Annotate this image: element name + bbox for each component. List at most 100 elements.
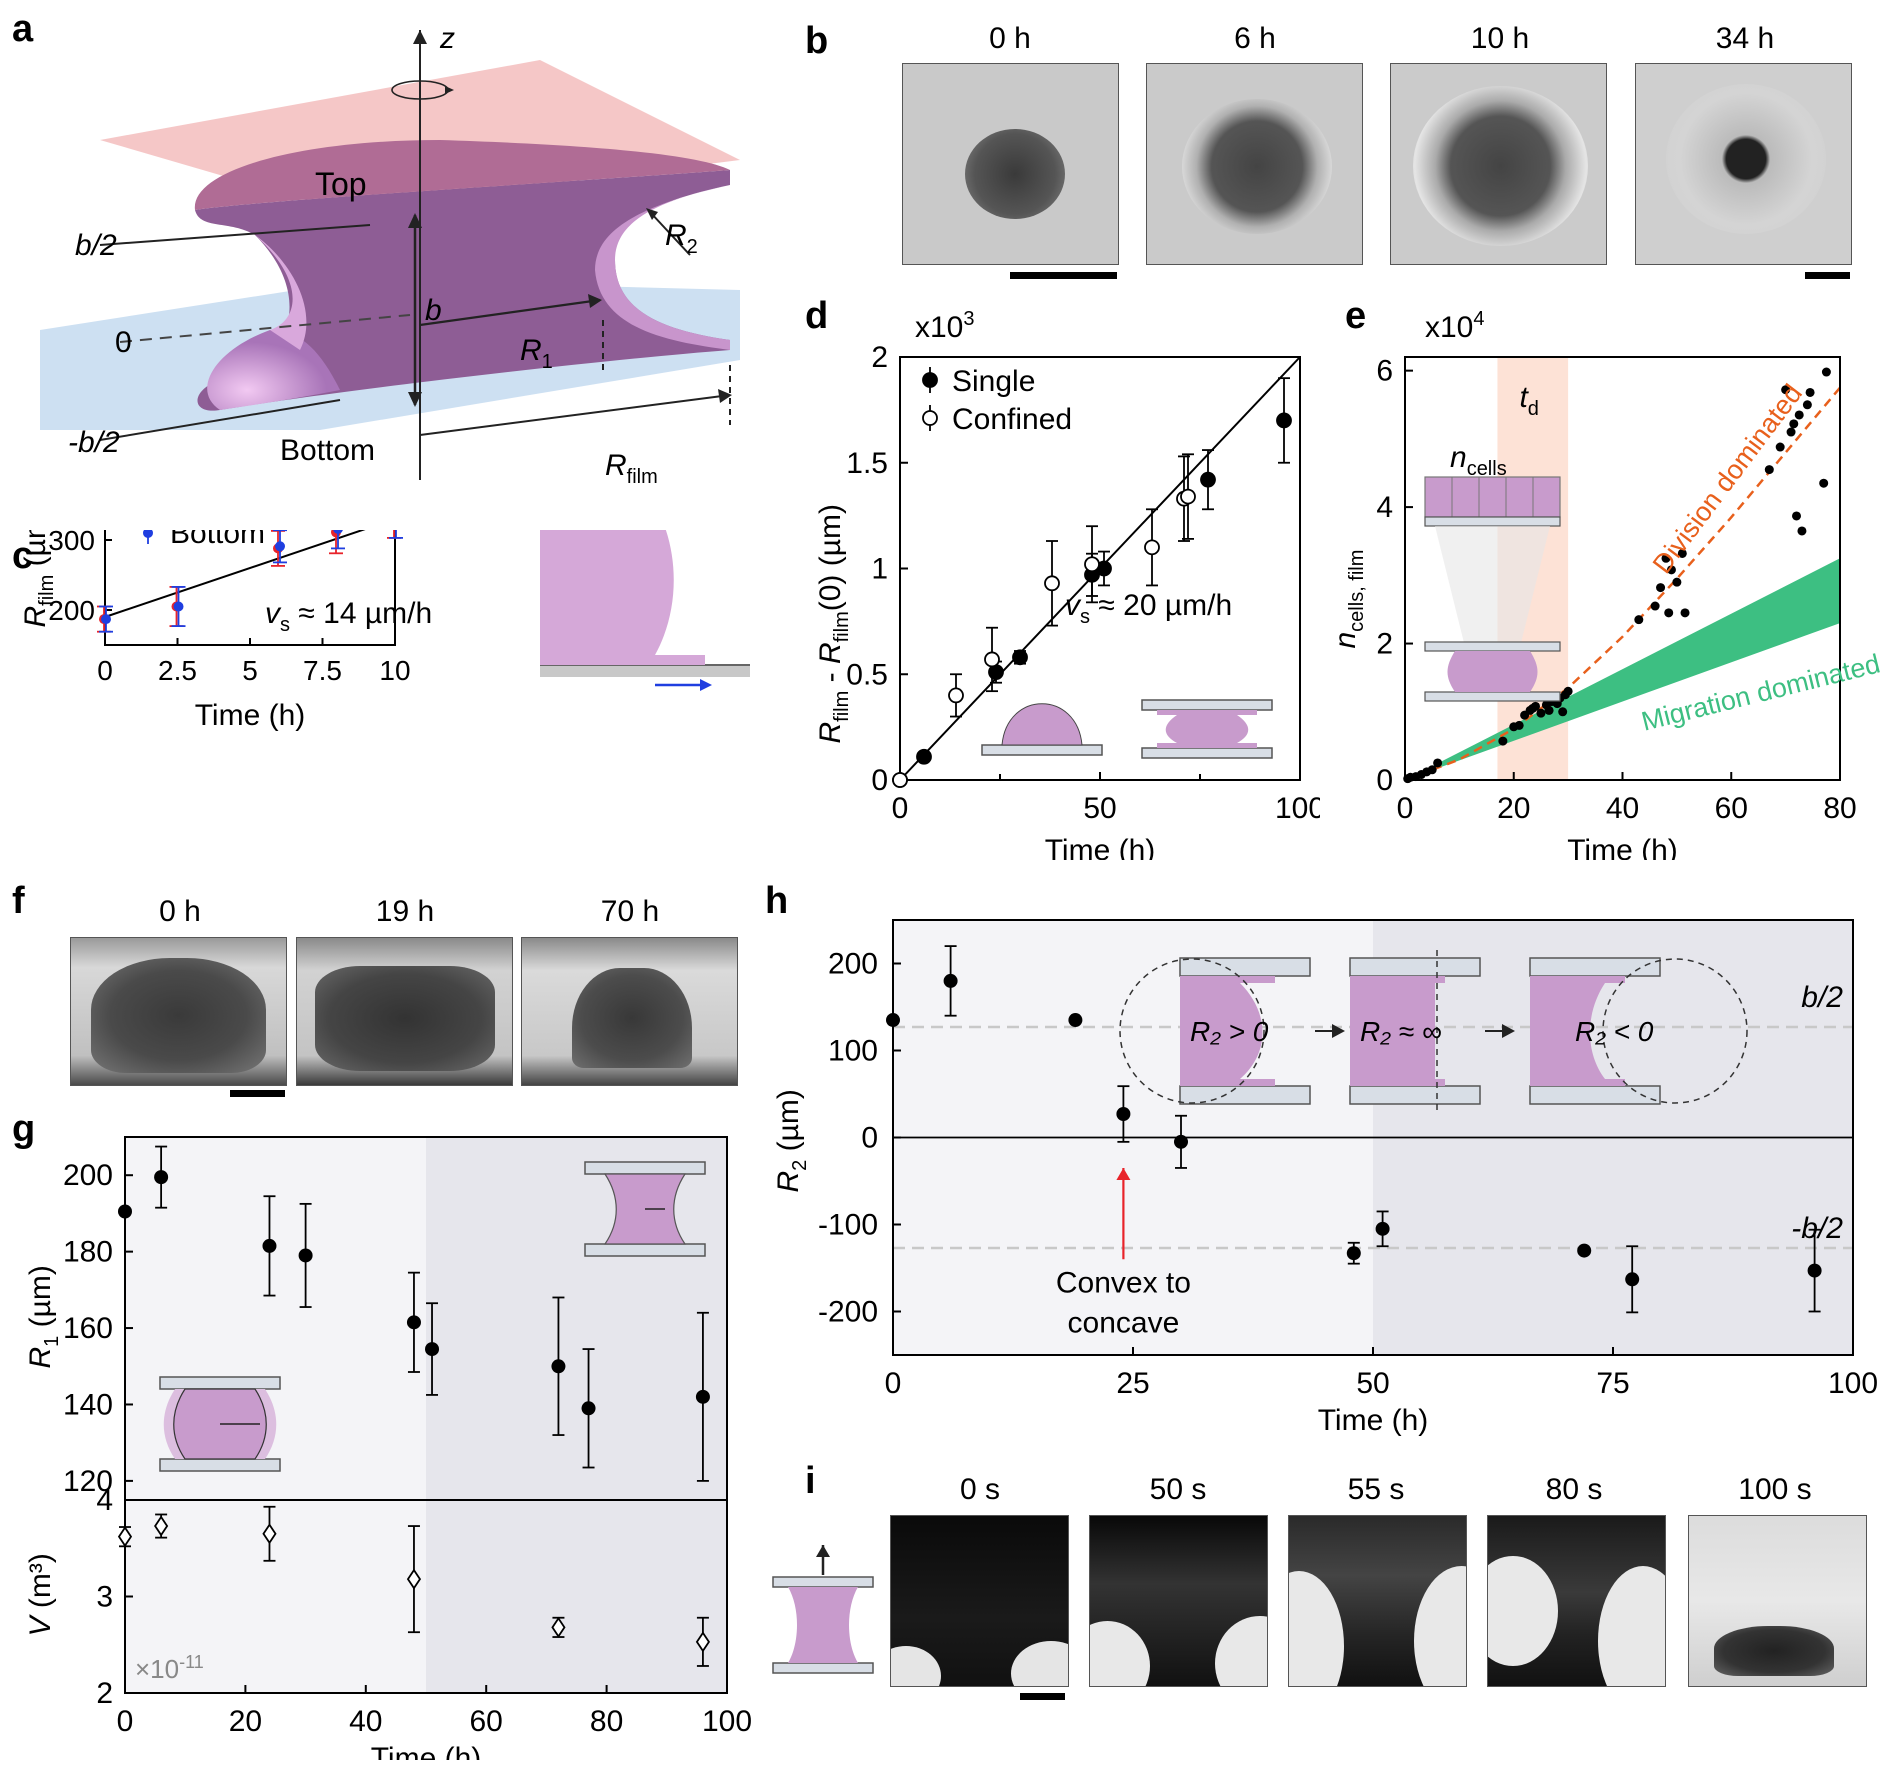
i-time-2: 55 s [1347, 1473, 1405, 1506]
g-point-r1 [298, 1248, 313, 1263]
g-point-v [695, 1631, 711, 1653]
b-micrograph-34h [1635, 63, 1852, 265]
e-point [1656, 583, 1666, 593]
h-inset-concave-circle [1602, 958, 1748, 1104]
h-point [886, 1013, 900, 1028]
g-inset2-topplate [159, 1376, 281, 1390]
g-xlabel: Time (h) [371, 1742, 482, 1760]
b-time-2: 10 h [1470, 22, 1530, 55]
h-inset-convex-cell [1180, 976, 1275, 1086]
c-annotation: vs ≈ 14 µm/h [265, 597, 432, 636]
g-point-v [154, 1515, 169, 1537]
d-ytick-label: 0 [871, 764, 888, 797]
d-xtick-label: 0 [892, 792, 909, 825]
d-point-single [916, 748, 932, 765]
c-schematic-bottomplate [540, 665, 750, 677]
i-time-3: 80 s [1545, 1473, 1603, 1506]
i-micrograph-50s [1089, 1515, 1268, 1687]
g-ylabel-v: V (m³) [24, 1553, 57, 1636]
g-ytick-label: 2 [96, 1677, 113, 1710]
h-inset-concave-topplate [1529, 957, 1661, 977]
panel-label-i: i [805, 1460, 816, 1502]
panel-label-c: c [12, 535, 34, 577]
e-point [1664, 608, 1674, 618]
panel-label-g: g [12, 1108, 36, 1150]
b-micrograph-10h [1390, 63, 1607, 265]
e-ytick-label: 0 [1376, 764, 1393, 797]
e-multiplier: x104 [1425, 308, 1485, 344]
h-annotation-arrowhead [1116, 1167, 1131, 1180]
d-inset-confined-topplate [1141, 699, 1273, 711]
g-xtick-label: 80 [590, 1705, 623, 1738]
d-ytick-label: 2 [871, 341, 888, 374]
c-schematic-arrowhead-bottom [700, 679, 712, 691]
a-r1-label: R1 [520, 334, 553, 373]
c-point-bottom [275, 541, 285, 552]
schematic-a: z Top Bottom b/2 0 -b/2 b R1 R2 Rfilm [40, 30, 740, 488]
d-legend-marker [922, 410, 938, 426]
e-ytick-label: 2 [1376, 628, 1393, 661]
e-point [1775, 442, 1785, 452]
h-point [1375, 1221, 1390, 1236]
g-point-r1 [262, 1238, 277, 1253]
a-zero-label: 0 [115, 326, 132, 359]
h-ytick-label: -200 [818, 1296, 878, 1329]
e-inset2-topplate [1424, 641, 1561, 652]
a-bottom-label: Bottom [280, 434, 375, 467]
d-point-confined [1084, 556, 1100, 573]
d-ylabel: Rfilm - Rfilm(0) (µm) [814, 504, 853, 744]
chart-c: 02.557.510200300400Time (h)Rfilm (µm)Top… [19, 530, 750, 732]
c-ylabel: Rfilm (µm) [19, 530, 58, 628]
d-annotation: vs ≈ 20 µm/h [1065, 589, 1232, 628]
h-ytick-label: 100 [828, 1035, 878, 1068]
h-point [1116, 1107, 1131, 1122]
h-ylabel: R2 (µm) [772, 1089, 811, 1192]
a-z-label: z [439, 30, 455, 55]
c-ytick-label: 200 [48, 595, 95, 626]
g-inset2-bottomplate [159, 1458, 281, 1472]
e-xlabel: Time (h) [1567, 834, 1678, 860]
e-point [1802, 400, 1812, 410]
g-ytick-label: 160 [63, 1312, 113, 1345]
panel-label-d: d [805, 295, 829, 337]
d-inset-single-plate [981, 744, 1103, 756]
b-scalebar-1 [1010, 272, 1117, 279]
h-inset-flat-arrowhead [1502, 1024, 1515, 1038]
c-xtick-label: 5 [242, 655, 258, 686]
e-ytick-label: 6 [1376, 355, 1393, 388]
e-inset-plate [1424, 516, 1561, 527]
d-xlabel: Time (h) [1045, 834, 1156, 860]
e-inset2-cell [1447, 651, 1538, 692]
i-time-0: 0 s [959, 1473, 1001, 1506]
h-point [1807, 1263, 1822, 1278]
d-point-confined [892, 772, 908, 788]
c-xtick-label: 2.5 [158, 655, 197, 686]
f-micrograph-0h [70, 937, 287, 1086]
g-point-r1 [118, 1204, 132, 1219]
e-ylabel: ncells, film [1329, 550, 1368, 649]
a-bhalf-label: b/2 [75, 229, 117, 262]
e-point [1821, 367, 1831, 377]
i-time-1: 50 s [1149, 1473, 1207, 1506]
h-inset-convex-arrowhead [1332, 1024, 1345, 1038]
h-point [1068, 1013, 1083, 1028]
d-point-confined [1044, 575, 1060, 592]
e-point [1792, 511, 1801, 521]
h-negbhalf-label: -b/2 [1791, 1212, 1843, 1245]
h-inset-convex-label: R₂ > 0 [1190, 1016, 1269, 1047]
e-point [1514, 720, 1524, 730]
b-time-3: 34 h [1715, 22, 1775, 55]
h-point [943, 973, 958, 988]
g-ytick-label: 4 [96, 1484, 113, 1517]
h-inset-convex-topplate [1179, 957, 1311, 977]
g-xtick-label: 0 [117, 1705, 134, 1738]
d-multiplier: x103 [915, 308, 975, 344]
h-point [1625, 1272, 1640, 1287]
f-time-2: 70 h [600, 895, 660, 928]
panel-label-f: f [12, 880, 25, 922]
d-point-confined [948, 687, 964, 704]
e-point [1433, 758, 1443, 768]
c-legend-marker [143, 530, 153, 538]
e-point [1650, 601, 1660, 611]
e-xtick-label: 20 [1497, 792, 1530, 825]
